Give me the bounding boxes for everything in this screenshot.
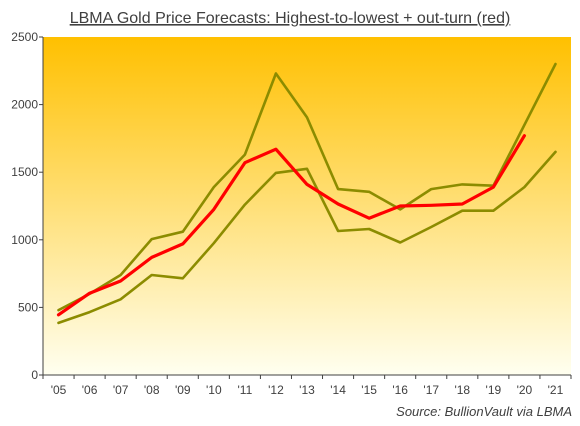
series-layer [56,62,557,325]
series-line-high [57,62,557,312]
x-tick-label: '05 [51,383,67,397]
x-tick-label: '15 [361,383,377,397]
x-tick-label: '16 [392,383,408,397]
x-tick-label: '12 [268,383,284,397]
y-tick-label: 1500 [11,165,38,179]
x-tick-label: '07 [113,383,129,397]
x-tick-label: '20 [517,383,533,397]
x-tick-label: '09 [175,383,191,397]
x-tick-label: '21 [548,383,564,397]
y-tick-label: 0 [31,368,38,382]
y-tick-label: 2000 [11,98,38,112]
plot-area [43,37,571,375]
x-tick-label: '06 [82,383,98,397]
y-tick-label: 1000 [11,233,38,247]
series-line-outturn [56,134,527,317]
y-tick-label: 2500 [11,30,38,44]
x-tick-label: '14 [330,383,346,397]
y-axis: 0 500 1000 1500 2000 2500 [11,30,44,382]
x-tick-label: '19 [486,383,502,397]
x-tick-label: '11 [238,383,253,397]
x-tick-label: '18 [454,383,470,397]
x-tick-label: '08 [144,383,160,397]
source-note: Source: BullionVault via LBMA [396,404,572,419]
x-tick-label: '17 [423,383,439,397]
chart-title: LBMA Gold Price Forecasts: Highest-to-lo… [70,10,511,27]
series-line-low [57,150,557,325]
x-tick-label: '13 [299,383,315,397]
x-tick-label: '10 [206,383,222,397]
x-axis: '05 '06 '07 '08 '09 '10 '11 '12 '13 '14 '15 '16 '17 '… [42,374,572,397]
y-tick-label: 500 [18,300,38,314]
